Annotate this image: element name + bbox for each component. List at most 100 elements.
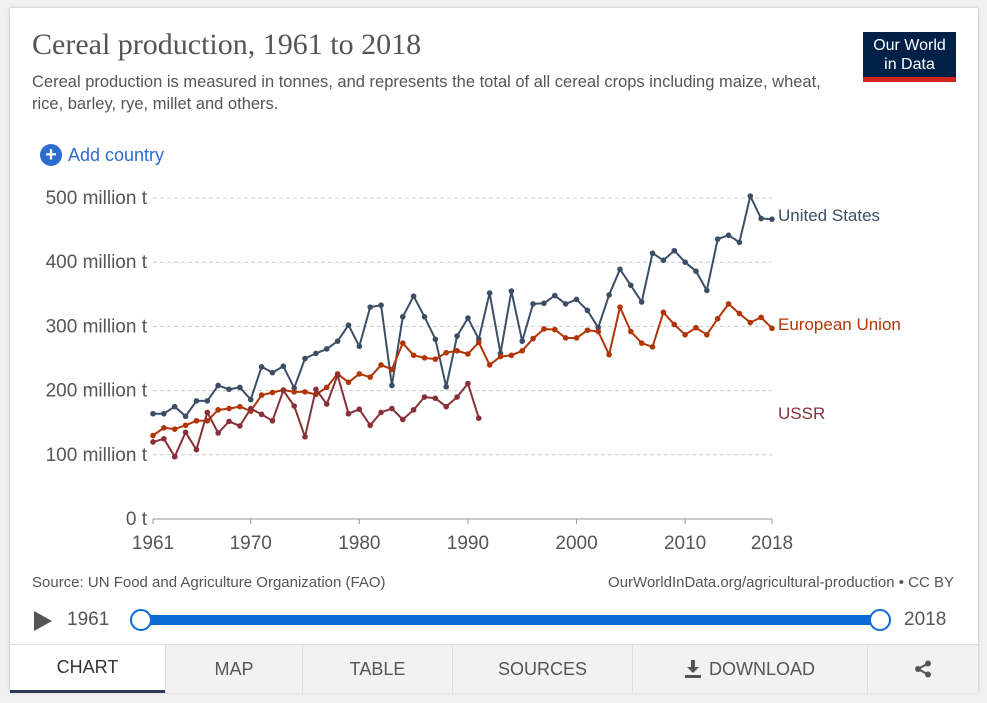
logo-line-1: Our World bbox=[873, 37, 946, 54]
data-point bbox=[747, 193, 754, 199]
license-link[interactable]: OurWorldInData.org/agricultural-producti… bbox=[608, 574, 954, 591]
tab-download[interactable]: DOWNLOAD bbox=[632, 645, 867, 693]
add-country-button[interactable]: + Add country bbox=[40, 144, 164, 166]
data-point bbox=[345, 322, 352, 328]
data-point bbox=[356, 343, 363, 350]
timeline-end-handle[interactable] bbox=[869, 609, 891, 631]
data-point bbox=[323, 384, 330, 391]
data-point bbox=[171, 426, 178, 432]
data-point bbox=[682, 331, 688, 338]
data-point bbox=[247, 405, 254, 412]
tab-map[interactable]: MAP bbox=[165, 645, 302, 693]
x-tick-label: 2010 bbox=[664, 533, 706, 554]
timeline-start-handle[interactable] bbox=[130, 609, 152, 631]
data-point bbox=[204, 398, 211, 404]
data-point bbox=[215, 382, 221, 389]
data-point bbox=[356, 406, 363, 413]
data-point bbox=[671, 247, 678, 254]
data-point bbox=[291, 389, 297, 395]
data-point bbox=[182, 422, 189, 429]
data-point bbox=[475, 339, 482, 346]
data-point bbox=[432, 356, 439, 362]
data-point bbox=[660, 309, 667, 316]
y-tick-label: 300 million t bbox=[46, 316, 148, 337]
tab-download-label: DOWNLOAD bbox=[708, 658, 815, 679]
data-point bbox=[595, 328, 602, 335]
data-point bbox=[367, 374, 373, 380]
data-point bbox=[247, 396, 254, 403]
data-point bbox=[649, 250, 656, 257]
data-point bbox=[432, 336, 439, 343]
owid-logo[interactable]: Our World in Data bbox=[863, 32, 956, 82]
data-point bbox=[486, 290, 493, 296]
x-tick-label: 1990 bbox=[447, 533, 489, 554]
chart-title: Cereal production, 1961 to 2018 bbox=[32, 28, 422, 61]
data-point bbox=[617, 304, 623, 310]
data-point bbox=[541, 326, 547, 332]
data-point bbox=[671, 321, 678, 328]
data-point bbox=[334, 372, 341, 378]
data-point bbox=[410, 407, 417, 413]
data-point bbox=[280, 387, 287, 394]
data-point bbox=[725, 232, 732, 239]
data-point bbox=[399, 340, 406, 346]
data-point bbox=[378, 302, 384, 309]
data-point bbox=[530, 335, 536, 342]
logo-line-2: in Data bbox=[884, 56, 935, 73]
tab-table[interactable]: TABLE bbox=[302, 645, 452, 693]
y-tick-label: 100 million t bbox=[46, 445, 148, 466]
data-point bbox=[497, 353, 504, 360]
x-tick-label: 2018 bbox=[751, 533, 793, 554]
plus-circle-icon: + bbox=[40, 144, 62, 166]
data-point bbox=[171, 453, 178, 460]
play-icon[interactable] bbox=[34, 611, 52, 631]
x-tick-label: 1980 bbox=[338, 533, 380, 554]
data-point bbox=[410, 352, 417, 359]
timeline-track[interactable] bbox=[140, 615, 880, 625]
chart-subtitle: Cereal production is measured in tonnes,… bbox=[32, 73, 821, 113]
series-label: United States bbox=[778, 206, 880, 225]
data-point bbox=[269, 417, 276, 424]
series-label: USSR bbox=[778, 404, 825, 423]
tab-share[interactable] bbox=[867, 645, 978, 693]
data-point bbox=[367, 422, 373, 429]
data-point bbox=[161, 410, 167, 417]
data-point bbox=[747, 319, 754, 326]
data-point bbox=[595, 324, 602, 331]
data-point bbox=[508, 352, 515, 359]
data-point bbox=[226, 418, 232, 425]
data-point bbox=[421, 394, 428, 400]
data-point bbox=[562, 301, 569, 307]
data-point bbox=[443, 383, 450, 390]
data-point bbox=[552, 326, 558, 333]
data-point bbox=[313, 386, 319, 393]
data-point bbox=[399, 416, 406, 423]
data-point bbox=[323, 401, 330, 407]
y-tick-label: 400 million t bbox=[46, 252, 148, 273]
data-point bbox=[389, 366, 395, 373]
data-point bbox=[226, 386, 232, 393]
series-line-united-states bbox=[153, 195, 773, 418]
tab-sources[interactable]: SOURCES bbox=[452, 645, 632, 693]
data-point bbox=[389, 405, 395, 412]
data-point bbox=[269, 369, 276, 376]
data-point bbox=[693, 324, 699, 331]
tab-chart[interactable]: CHART bbox=[10, 645, 165, 693]
data-point bbox=[736, 239, 743, 246]
data-point bbox=[693, 268, 699, 274]
data-point bbox=[465, 380, 471, 387]
data-point bbox=[584, 307, 591, 314]
data-point bbox=[769, 216, 775, 222]
data-point bbox=[237, 423, 243, 429]
data-point bbox=[150, 439, 156, 445]
y-tick-label: 200 million t bbox=[46, 381, 148, 402]
data-point bbox=[356, 371, 363, 377]
data-point bbox=[704, 331, 710, 338]
data-point bbox=[421, 355, 428, 361]
data-point bbox=[226, 405, 232, 412]
data-point bbox=[161, 435, 167, 442]
data-point bbox=[628, 328, 634, 335]
series-label: European Union bbox=[778, 315, 901, 334]
data-point bbox=[519, 347, 526, 354]
data-point bbox=[215, 407, 221, 413]
